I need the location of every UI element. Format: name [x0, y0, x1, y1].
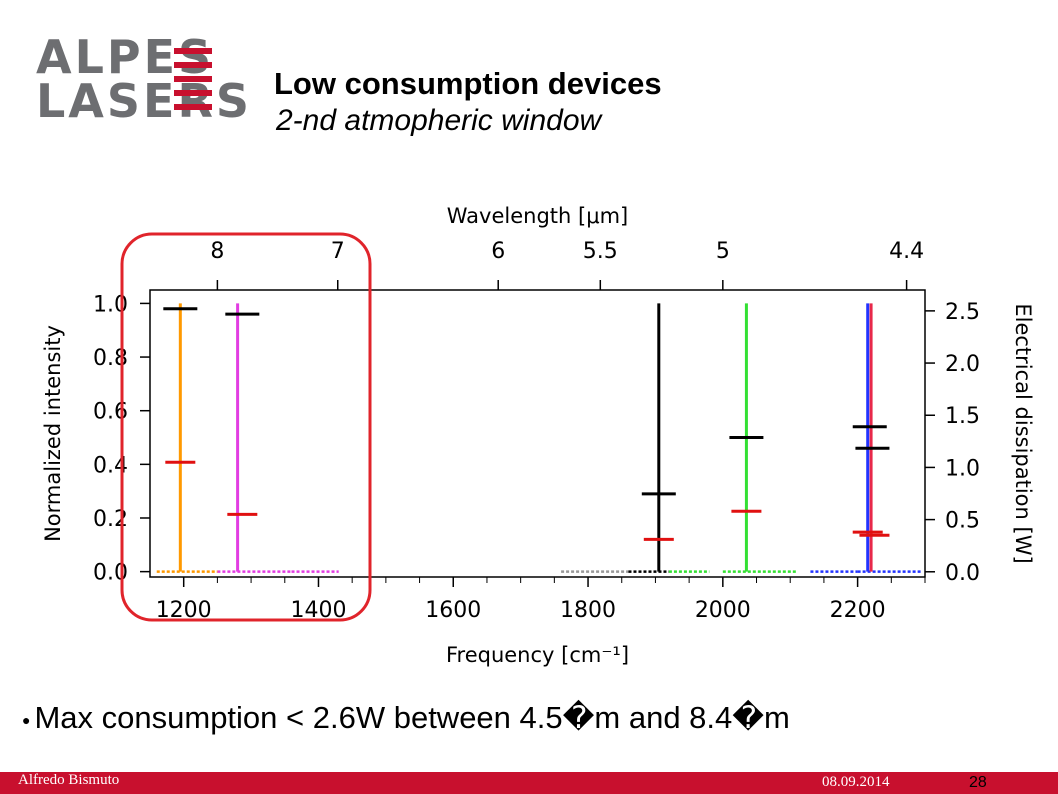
- y2-tick-label: 0.0: [945, 561, 980, 586]
- y2-axis-label: Electrical dissipation [W]: [1011, 303, 1035, 563]
- page-number: 28: [969, 774, 987, 791]
- logo-stripe: [174, 90, 212, 96]
- logo-line-1: ALPES: [36, 30, 215, 84]
- top-tick-label: 8: [210, 239, 224, 264]
- footer-author: Alfredo Bismuto: [18, 772, 120, 788]
- x-tick-label: 2200: [830, 598, 886, 623]
- plot-frame: [149, 289, 926, 578]
- logo-stripe: [174, 62, 212, 68]
- top-tick-label: 6: [491, 239, 505, 264]
- x-tick-label: 1600: [425, 598, 481, 623]
- alpes-lasers-logo: ALPES LASERS: [36, 34, 251, 124]
- slide-title: Low consumption devices: [274, 66, 662, 101]
- slide-subtitle: 2-nd atmopheric window: [276, 104, 602, 137]
- y-axis-label: Normalized intensity: [41, 325, 65, 542]
- bullet-text: Max consumption < 2.6W between 4.5�m and…: [34, 700, 790, 735]
- spectra-chart: 1200 1400 1600 1800 2000 22000.00.20.40.60.81…: [41, 204, 1035, 667]
- top-tick-label: 5.5: [583, 239, 618, 264]
- y2-tick-label: 2.0: [945, 352, 980, 377]
- y2-tick-label: 2.5: [945, 300, 980, 325]
- footer-bar: Alfredo Bismuto 08.09.2014 28: [0, 772, 1058, 794]
- highlight-box: [120, 232, 372, 622]
- y2-tick-label: 0.5: [945, 509, 980, 534]
- bullet-dot-icon: ●: [22, 711, 31, 728]
- logo-stripe: [174, 48, 212, 54]
- x-axis-label: Frequency [cm⁻¹]: [446, 643, 629, 667]
- logo-stripe: [174, 104, 212, 110]
- top-tick-label: 4.4: [889, 239, 924, 264]
- top-axis-label: Wavelength [μm]: [447, 204, 628, 228]
- top-tick-label: 5: [716, 239, 730, 264]
- top-tick-label: 7: [331, 239, 345, 264]
- y2-tick-label: 1.0: [945, 456, 980, 481]
- bullet-point: ● Max consumption < 2.6W between 4.5�m an…: [22, 700, 790, 736]
- footer-date: 08.09.2014: [822, 774, 890, 790]
- logo-line-2: LASERS: [36, 74, 253, 128]
- y2-tick-label: 1.5: [945, 404, 980, 429]
- x-tick-label: 2000: [695, 598, 751, 623]
- logo-stripe: [174, 76, 212, 82]
- x-tick-label: 1800: [560, 598, 616, 623]
